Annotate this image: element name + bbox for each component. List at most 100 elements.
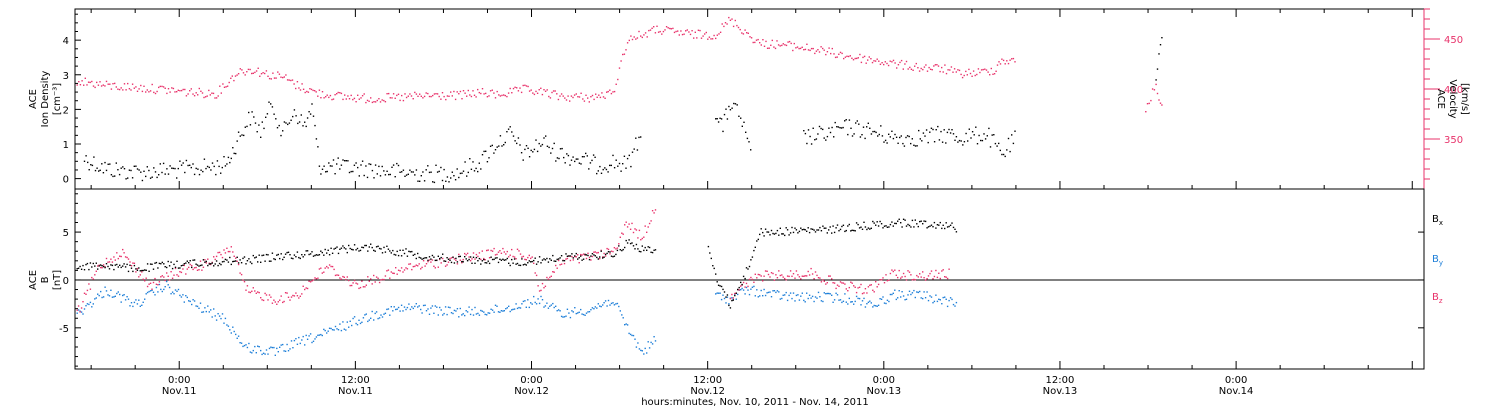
bz-series-point xyxy=(779,274,781,277)
velocity-series-point xyxy=(99,81,101,83)
density-series-point xyxy=(185,159,188,162)
bx-series-point xyxy=(130,267,133,269)
by-series-point xyxy=(778,291,780,293)
velocity-series-point xyxy=(856,57,858,60)
velocity-series-point xyxy=(312,89,314,92)
by-series-point xyxy=(146,291,149,294)
bx-series-point xyxy=(800,227,802,229)
density-series-point xyxy=(302,125,304,127)
density-series-point xyxy=(818,125,821,128)
by-series-point xyxy=(210,309,212,311)
bz-series-point xyxy=(464,252,466,255)
bx-series-point xyxy=(578,257,580,259)
velocity-series-point xyxy=(854,57,856,60)
bz-series-point xyxy=(577,254,579,256)
density-series-point xyxy=(467,171,469,174)
bx-series-point xyxy=(559,257,561,259)
density-series-point xyxy=(988,127,990,130)
velocity-series-point xyxy=(966,74,968,76)
density-series-point xyxy=(829,131,832,134)
bx-series-point xyxy=(955,231,958,233)
bz-series-point xyxy=(415,264,417,266)
by-series-point xyxy=(879,298,881,300)
bz-series-point xyxy=(494,254,497,256)
by-series-point xyxy=(640,349,642,352)
velocity-series-point xyxy=(233,79,235,82)
bz-series-point xyxy=(414,265,416,268)
velocity-series-point xyxy=(928,66,930,69)
velocity-series-point xyxy=(430,95,432,98)
density-series-point xyxy=(425,169,427,171)
by-series-point xyxy=(513,308,516,310)
by-series-point xyxy=(446,313,448,316)
density-series-point xyxy=(970,137,972,139)
density-series-point xyxy=(352,170,354,173)
density-series-point xyxy=(332,159,335,161)
velocity-series-point xyxy=(944,64,946,66)
by-series-point xyxy=(888,300,890,303)
bz-series-point xyxy=(461,262,463,264)
density-series-point xyxy=(402,169,405,171)
by-series-point xyxy=(254,345,256,348)
density-series-point xyxy=(216,160,219,162)
bz-series-point xyxy=(395,267,397,269)
bx-series-point xyxy=(207,264,209,267)
density-series-point xyxy=(809,135,811,138)
density-series-point xyxy=(845,119,847,121)
velocity-series-point xyxy=(863,55,866,58)
bx-series-point xyxy=(427,259,429,262)
bz-series-point xyxy=(304,288,306,291)
bz-series-point xyxy=(257,291,259,293)
by-series-point xyxy=(546,302,548,304)
bz-series-point xyxy=(328,264,331,266)
density-series-point xyxy=(519,144,521,146)
velocity-series-point xyxy=(868,56,870,58)
velocity-series-point xyxy=(236,74,238,76)
bx-series-point xyxy=(725,296,727,298)
velocity-series-point xyxy=(987,71,989,73)
bz-series-point xyxy=(102,264,105,266)
density-series-point xyxy=(877,135,879,137)
density-series-point xyxy=(812,127,814,129)
bz-series-point xyxy=(581,254,583,256)
bx-series-point xyxy=(610,255,613,257)
velocity-series-point xyxy=(593,98,595,101)
velocity-series-point xyxy=(892,59,895,62)
velocity-series-point xyxy=(664,29,666,31)
by-series-point xyxy=(895,298,897,301)
by-series-point xyxy=(511,309,513,311)
bz-series-point xyxy=(387,269,390,271)
by-series-point xyxy=(224,317,227,320)
velocity-series-point xyxy=(494,97,497,99)
velocity-series-point xyxy=(732,25,735,28)
bx-series-point xyxy=(794,227,796,229)
velocity-series-point xyxy=(325,96,327,98)
bz-series-point xyxy=(157,284,159,286)
bx-series-point xyxy=(461,260,463,263)
velocity-series-point xyxy=(693,37,695,39)
bx-series-point xyxy=(826,232,828,234)
by-series-point xyxy=(449,306,451,309)
bz-series-point xyxy=(835,287,837,290)
density-series-point xyxy=(293,109,296,111)
by-series-point xyxy=(171,291,174,293)
bz-series-point xyxy=(508,256,510,258)
velocity-series-point xyxy=(422,97,424,99)
bz-series-point xyxy=(767,273,770,276)
by-series-point xyxy=(568,312,570,314)
bx-series-point xyxy=(248,258,250,260)
bx-series-point xyxy=(328,254,331,256)
bz-series-point xyxy=(924,279,927,281)
by-series-point xyxy=(559,310,561,312)
by-series-point xyxy=(785,291,787,294)
velocity-series-point xyxy=(326,94,328,96)
bx-series-point xyxy=(418,256,420,259)
velocity-series-point xyxy=(968,68,970,71)
bz-series-point xyxy=(114,259,116,261)
by-series-point xyxy=(720,298,723,301)
bx-series-point xyxy=(100,264,102,266)
bx-series-point xyxy=(446,257,448,259)
by-series-point xyxy=(245,344,247,346)
bz-series-point xyxy=(757,273,759,276)
velocity-series-point xyxy=(83,84,85,86)
